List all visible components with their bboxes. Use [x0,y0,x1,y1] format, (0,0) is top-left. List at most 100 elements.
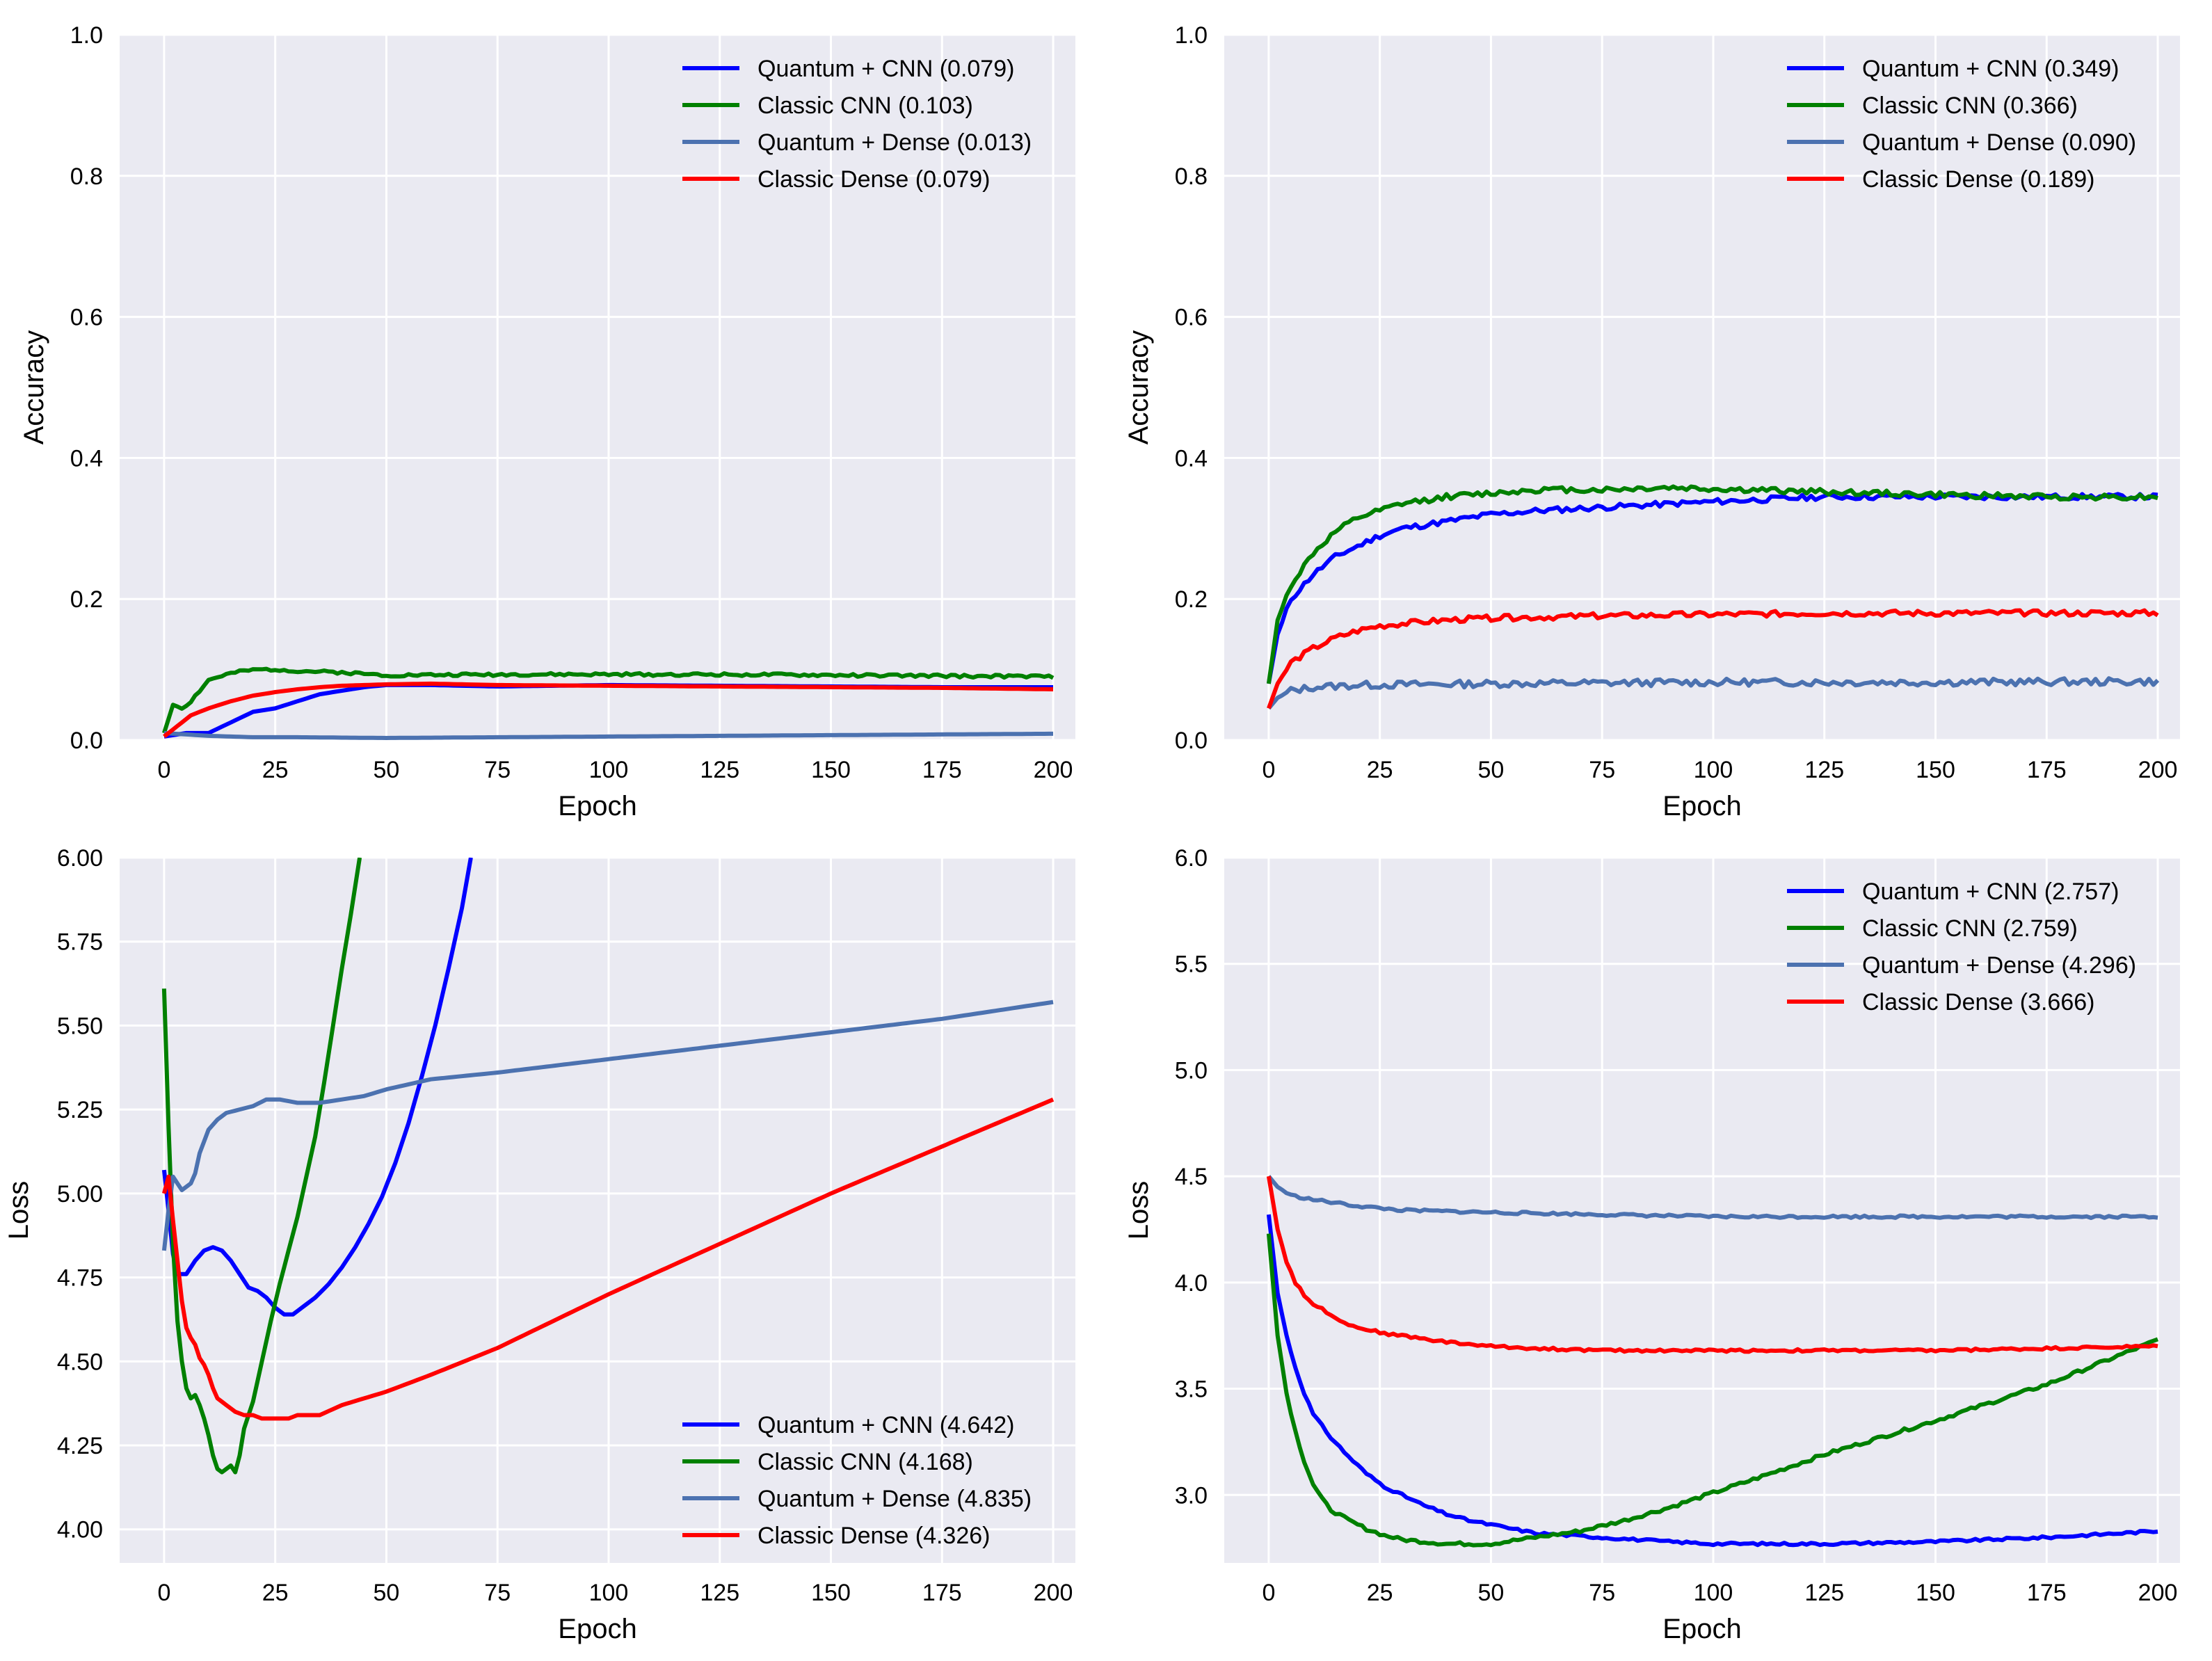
y-tick-label: 0.0 [1175,728,1208,754]
y-tick-label: 4.25 [57,1433,103,1459]
legend-label: Quantum + CNN (2.757) [1862,878,2119,905]
y-tick-label: 0.6 [70,305,103,331]
series-line [161,1000,1054,1251]
subplot-bottom-right: 0 25 50 75 100 125 150 175 200 3.0 3.5 4.0 4.5 5.0 5.5… [1123,845,2180,1644]
legend: Quantum + CNN (4.642) Classic CNN (4.168)… [682,1412,1032,1549]
y-tick-label: 3.0 [1175,1482,1208,1509]
series-line [162,666,1055,734]
legend-label: Quantum + Dense (0.090) [1862,129,2136,156]
x-tick-label: 50 [374,757,400,783]
x-tick-label: 175 [922,1580,962,1606]
x-tick-label: 175 [2027,1580,2067,1606]
x-tick-label: 25 [1367,1580,1393,1606]
y-tick-label: 0.4 [70,445,103,472]
y-tick-label: 0.4 [1175,445,1208,472]
series-line [1266,1175,2158,1354]
x-tick-label: 200 [1034,1580,1073,1606]
y-axis-label: Accuracy [1123,330,1154,445]
x-tick-label: 150 [811,1580,851,1606]
legend-label: Quantum + Dense (4.835) [758,1486,1032,1512]
series-group [1266,484,2160,710]
y-axis-label: Loss [1123,1181,1154,1240]
legend-label: Classic Dense (0.079) [758,166,990,193]
y-tick-label: 4.50 [57,1349,103,1375]
x-tick-label: 150 [811,757,851,783]
x-tick-label: 175 [2027,757,2067,783]
x-tick-label: 0 [1262,1580,1275,1606]
y-tick-label: 0.2 [70,586,103,613]
x-tick-label: 200 [2138,757,2178,783]
x-tick-label: 200 [2138,1580,2178,1606]
y-tick-label: 3.5 [1175,1377,1208,1403]
series-line [1266,1233,2159,1548]
x-tick-label: 75 [1589,757,1615,783]
x-tick-label: 175 [922,757,962,783]
x-tick-label: 50 [1478,757,1505,783]
legend-label: Classic CNN (4.168) [758,1449,973,1475]
x-tick-label: 125 [700,1580,739,1606]
plot-area [120,35,1075,740]
legend-label: Classic Dense (0.189) [1862,166,2094,193]
legend-label: Quantum + Dense (0.013) [758,129,1032,156]
x-tick-label: 150 [1916,757,1955,783]
y-tick-label: 5.0 [1175,1057,1208,1084]
y-tick-label: 5.75 [57,929,103,956]
y-tick-label: 5.25 [57,1097,103,1123]
legend-label: Classic CNN (2.759) [1862,915,2078,942]
y-tick-label: 0.2 [1175,586,1208,613]
y-tick-label: 4.75 [57,1265,103,1292]
subplot-bottom-left: 0 25 50 75 100 125 150 175 200 4.00 4.25 4.50 4.75 5.… [3,845,1075,1644]
x-axis-label: Epoch [558,791,636,821]
series-line [1266,484,2158,684]
legend: Quantum + CNN (0.349) Classic CNN (0.366)… [1787,56,2136,193]
x-tick-label: 125 [1804,757,1844,783]
x-tick-label: 100 [589,757,629,783]
y-tick-label: 5.5 [1175,952,1208,978]
plot-area [1224,35,2180,740]
y-tick-label: 0.8 [1175,163,1208,190]
y-tick-label: 1.0 [70,22,103,49]
y-tick-label: 1.0 [1175,22,1208,49]
series-line [1267,676,2160,710]
y-axis-label: Loss [3,1181,34,1240]
y-tick-label: 4.00 [57,1517,103,1543]
x-tick-label: 0 [157,1580,170,1606]
y-tick-label: 0.6 [1175,305,1208,331]
series-group [1266,1175,2159,1548]
x-tick-label: 75 [1589,1580,1615,1606]
legend-label: Classic Dense (4.326) [758,1523,990,1549]
x-tick-label: 100 [589,1580,629,1606]
x-tick-label: 100 [1694,757,1733,783]
x-axis-label: Epoch [1662,791,1741,821]
subplot-top-right: 0 25 50 75 100 125 150 175 200 0.0 0.2 0.4 0.6 0.8 1.0… [1123,22,2180,821]
series-line [161,858,362,1475]
x-tick-label: 25 [262,1580,289,1606]
series-group [162,666,1055,740]
legend: Quantum + CNN (0.079) Classic CNN (0.103)… [682,56,1032,193]
subplot-top-left: 0 25 50 75 100 125 150 175 200 0.0 0.2 0.4 0.6 0.8 1.0… [19,22,1075,821]
series-line [161,1097,1055,1421]
legend: Quantum + CNN (2.757) Classic CNN (2.759)… [1787,878,2136,1016]
series-line [1266,1214,2158,1548]
x-axis-label: Epoch [1662,1614,1741,1644]
legend-label: Quantum + CNN (0.079) [758,56,1014,82]
x-tick-label: 200 [1034,757,1073,783]
x-tick-label: 75 [484,757,511,783]
y-tick-label: 5.00 [57,1181,103,1207]
y-tick-label: 4.5 [1175,1164,1208,1190]
x-tick-label: 25 [1367,757,1393,783]
series-line [163,681,1054,739]
y-tick-label: 6.0 [1175,845,1208,872]
legend-label: Quantum + Dense (4.296) [1862,952,2136,979]
y-tick-label: 0.0 [70,728,103,754]
x-tick-label: 150 [1916,1580,1955,1606]
series-line [163,730,1053,740]
x-tick-label: 0 [157,757,170,783]
x-tick-label: 50 [1478,1580,1505,1606]
y-tick-label: 6.00 [57,845,103,872]
x-tick-label: 75 [484,1580,511,1606]
series-line [1267,608,2159,709]
y-tick-label: 5.50 [57,1013,103,1039]
x-tick-label: 25 [262,757,289,783]
